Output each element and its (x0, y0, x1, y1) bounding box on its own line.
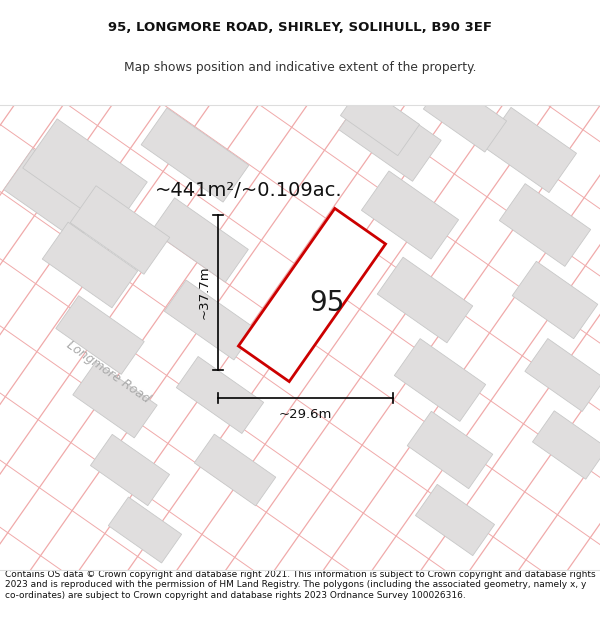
Text: ~441m²/~0.109ac.: ~441m²/~0.109ac. (155, 181, 343, 199)
Polygon shape (525, 339, 600, 411)
Polygon shape (109, 497, 182, 563)
Polygon shape (407, 411, 493, 489)
Text: 95: 95 (310, 289, 344, 317)
Polygon shape (42, 222, 138, 308)
Text: Longmore Road: Longmore Road (64, 338, 152, 406)
Text: ~37.7m: ~37.7m (197, 266, 211, 319)
Polygon shape (152, 198, 248, 282)
Polygon shape (394, 339, 485, 421)
Text: Contains OS data © Crown copyright and database right 2021. This information is : Contains OS data © Crown copyright and d… (5, 570, 595, 600)
Polygon shape (238, 208, 386, 382)
Polygon shape (141, 108, 249, 202)
Polygon shape (339, 89, 441, 181)
Polygon shape (194, 434, 276, 506)
Polygon shape (91, 434, 170, 506)
Polygon shape (23, 119, 147, 231)
Polygon shape (70, 186, 170, 274)
Polygon shape (377, 258, 473, 343)
Polygon shape (361, 171, 458, 259)
Polygon shape (4, 149, 106, 241)
Text: Map shows position and indicative extent of the property.: Map shows position and indicative extent… (124, 61, 476, 74)
Text: ~29.6m: ~29.6m (279, 408, 332, 421)
Polygon shape (176, 356, 263, 434)
Polygon shape (415, 484, 494, 556)
Polygon shape (56, 296, 144, 374)
Polygon shape (532, 411, 600, 479)
Text: 95, LONGMORE ROAD, SHIRLEY, SOLIHULL, B90 3EF: 95, LONGMORE ROAD, SHIRLEY, SOLIHULL, B9… (108, 21, 492, 34)
Polygon shape (73, 362, 157, 438)
Polygon shape (424, 78, 506, 152)
Polygon shape (499, 184, 590, 266)
Polygon shape (164, 280, 256, 360)
Polygon shape (512, 261, 598, 339)
Polygon shape (340, 84, 419, 156)
Polygon shape (484, 107, 577, 192)
